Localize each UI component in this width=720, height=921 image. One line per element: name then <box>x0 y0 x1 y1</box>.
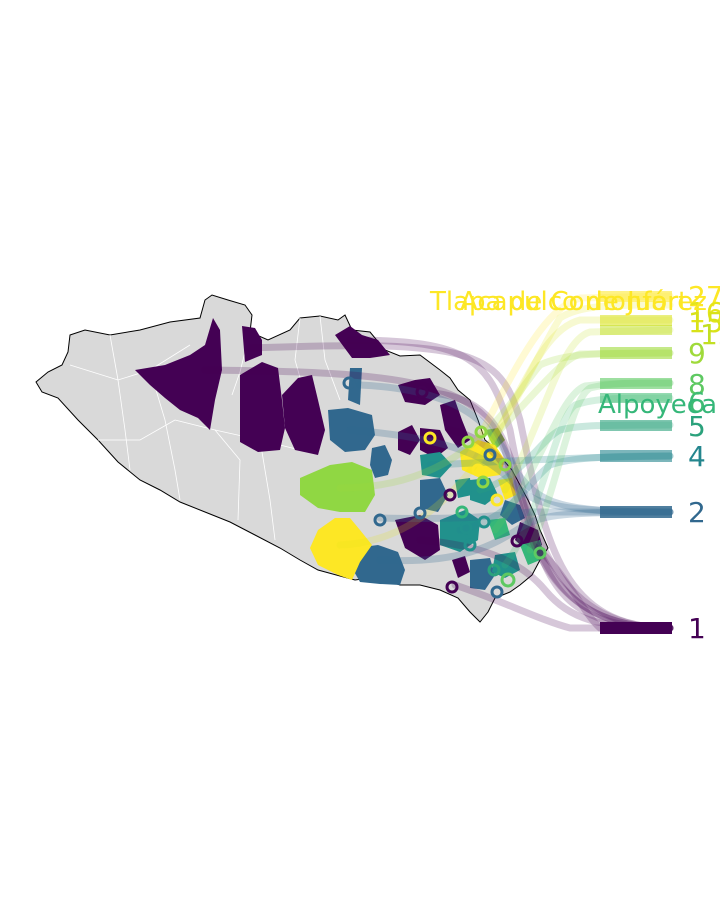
municipality-borders <box>69 315 341 541</box>
place-label-alpoyeca: Alpoyeca <box>598 390 717 420</box>
place-labels: Tlapa de Comonfort Acapulco de Juárez Al… <box>429 287 717 420</box>
legend-label-5: 5 <box>688 410 706 443</box>
legend-bar-4 <box>600 450 672 462</box>
legend-label-16: 16 <box>688 296 720 329</box>
place-label-tlapa: Tlapa de Comonfort <box>429 287 688 317</box>
legend-label-12: 12 <box>700 318 720 351</box>
legend-bar-9 <box>600 347 672 359</box>
legend-bar-2 <box>600 506 672 518</box>
legend-bars <box>600 291 672 634</box>
legend-labels: 27 16 15 12 9 8 6 5 4 2 1 <box>688 280 720 645</box>
centroid-markers <box>342 376 547 599</box>
legend-label-2: 2 <box>688 496 706 529</box>
legend-bar-6 <box>600 393 672 403</box>
place-label-acapulco: Acapulco de Juárez <box>460 287 707 317</box>
legend-bar-1 <box>600 622 672 634</box>
legend-label-1: 1 <box>688 612 706 645</box>
legend-bar-8 <box>600 378 672 389</box>
legend-bar-5 <box>600 420 672 431</box>
legend-bar-27 <box>600 291 672 302</box>
legend-label-9: 9 <box>688 337 706 370</box>
legend-label-4: 4 <box>688 440 706 473</box>
legend-label-27: 27 <box>688 280 720 313</box>
municipality-fills <box>135 318 545 590</box>
legend-label-15: 15 <box>688 306 720 339</box>
legend-label-8: 8 <box>688 368 706 401</box>
legend-label-6: 6 <box>688 386 706 419</box>
legend-bar-15 <box>600 315 672 326</box>
legend-bar-12 <box>600 325 672 335</box>
